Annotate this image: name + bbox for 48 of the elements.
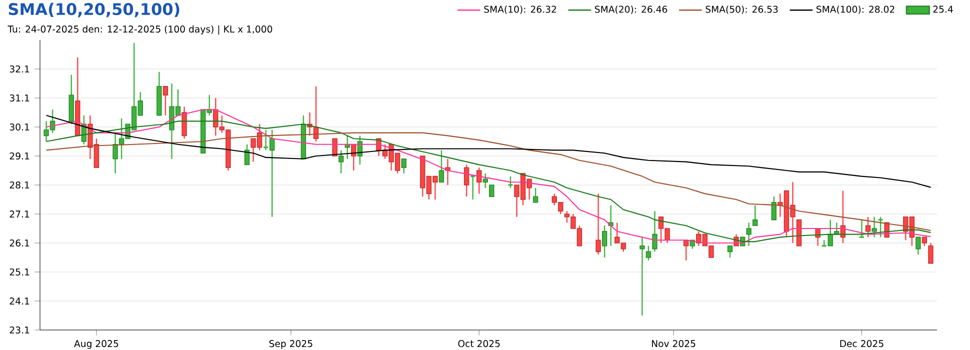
chart-title: SMA(10,20,50,100) — [8, 2, 180, 18]
candlestick — [438, 150, 444, 183]
y-tick-label: 29.1 — [10, 152, 30, 160]
y-tick-label: 27.1 — [10, 210, 30, 218]
y-tick-label: 26.1 — [10, 239, 30, 247]
candlestick — [752, 204, 758, 226]
candlestick — [878, 216, 884, 238]
candlestick — [532, 187, 538, 203]
legend-label: SMA(10): 26.32 — [484, 6, 556, 14]
candlestick — [727, 245, 733, 258]
y-tick-label: 30.1 — [10, 123, 30, 131]
x-tick-label: Aug 2025 — [74, 340, 118, 349]
candlestick — [858, 219, 865, 238]
candlestick — [771, 196, 777, 220]
candlestick — [338, 150, 344, 174]
candlestick — [162, 86, 168, 116]
candlestick — [602, 224, 608, 258]
candlestick — [646, 245, 652, 261]
x-tick-label: Sep 2025 — [269, 340, 312, 349]
candlestick — [476, 167, 482, 194]
candlestick — [182, 106, 187, 140]
candlestick — [865, 216, 871, 238]
x-tick-label: Dec 2025 — [840, 340, 884, 348]
candlestick — [916, 236, 921, 256]
chart-subtitle: Tu: 24-07-2025 den: 12-12-2025 (100 days) | KL x 1,000 — [8, 25, 272, 35]
legend-label: 25.4 — [933, 6, 953, 13]
legend-label: SMA(50): 26.53 — [706, 6, 778, 14]
candlestick — [872, 216, 877, 238]
legend-label: SMA(100): 28.02 — [816, 6, 894, 14]
y-tick-label: 25.1 — [10, 268, 30, 276]
candlestick — [489, 184, 494, 197]
candlestick — [464, 164, 470, 198]
y-tick-label: 32.1 — [10, 65, 30, 73]
x-tick-label: Nov 2025 — [652, 340, 696, 348]
candlestick — [401, 158, 406, 174]
x-tick-label: Oct 2025 — [458, 340, 500, 348]
candlestick — [507, 176, 514, 188]
candlestick — [652, 210, 658, 252]
candlestick — [482, 172, 488, 188]
candlestick — [640, 236, 645, 316]
y-tick-label: 31.1 — [10, 94, 30, 102]
candlestick — [928, 242, 934, 264]
candlestick — [746, 222, 752, 246]
y-tick-label: 24.1 — [10, 298, 30, 304]
candlestick — [596, 193, 601, 256]
y-tick-label: 23.1 — [10, 326, 30, 334]
legend-label: SMA(20): 26.46 — [594, 6, 668, 14]
y-tick-label: 28.1 — [10, 181, 30, 189]
